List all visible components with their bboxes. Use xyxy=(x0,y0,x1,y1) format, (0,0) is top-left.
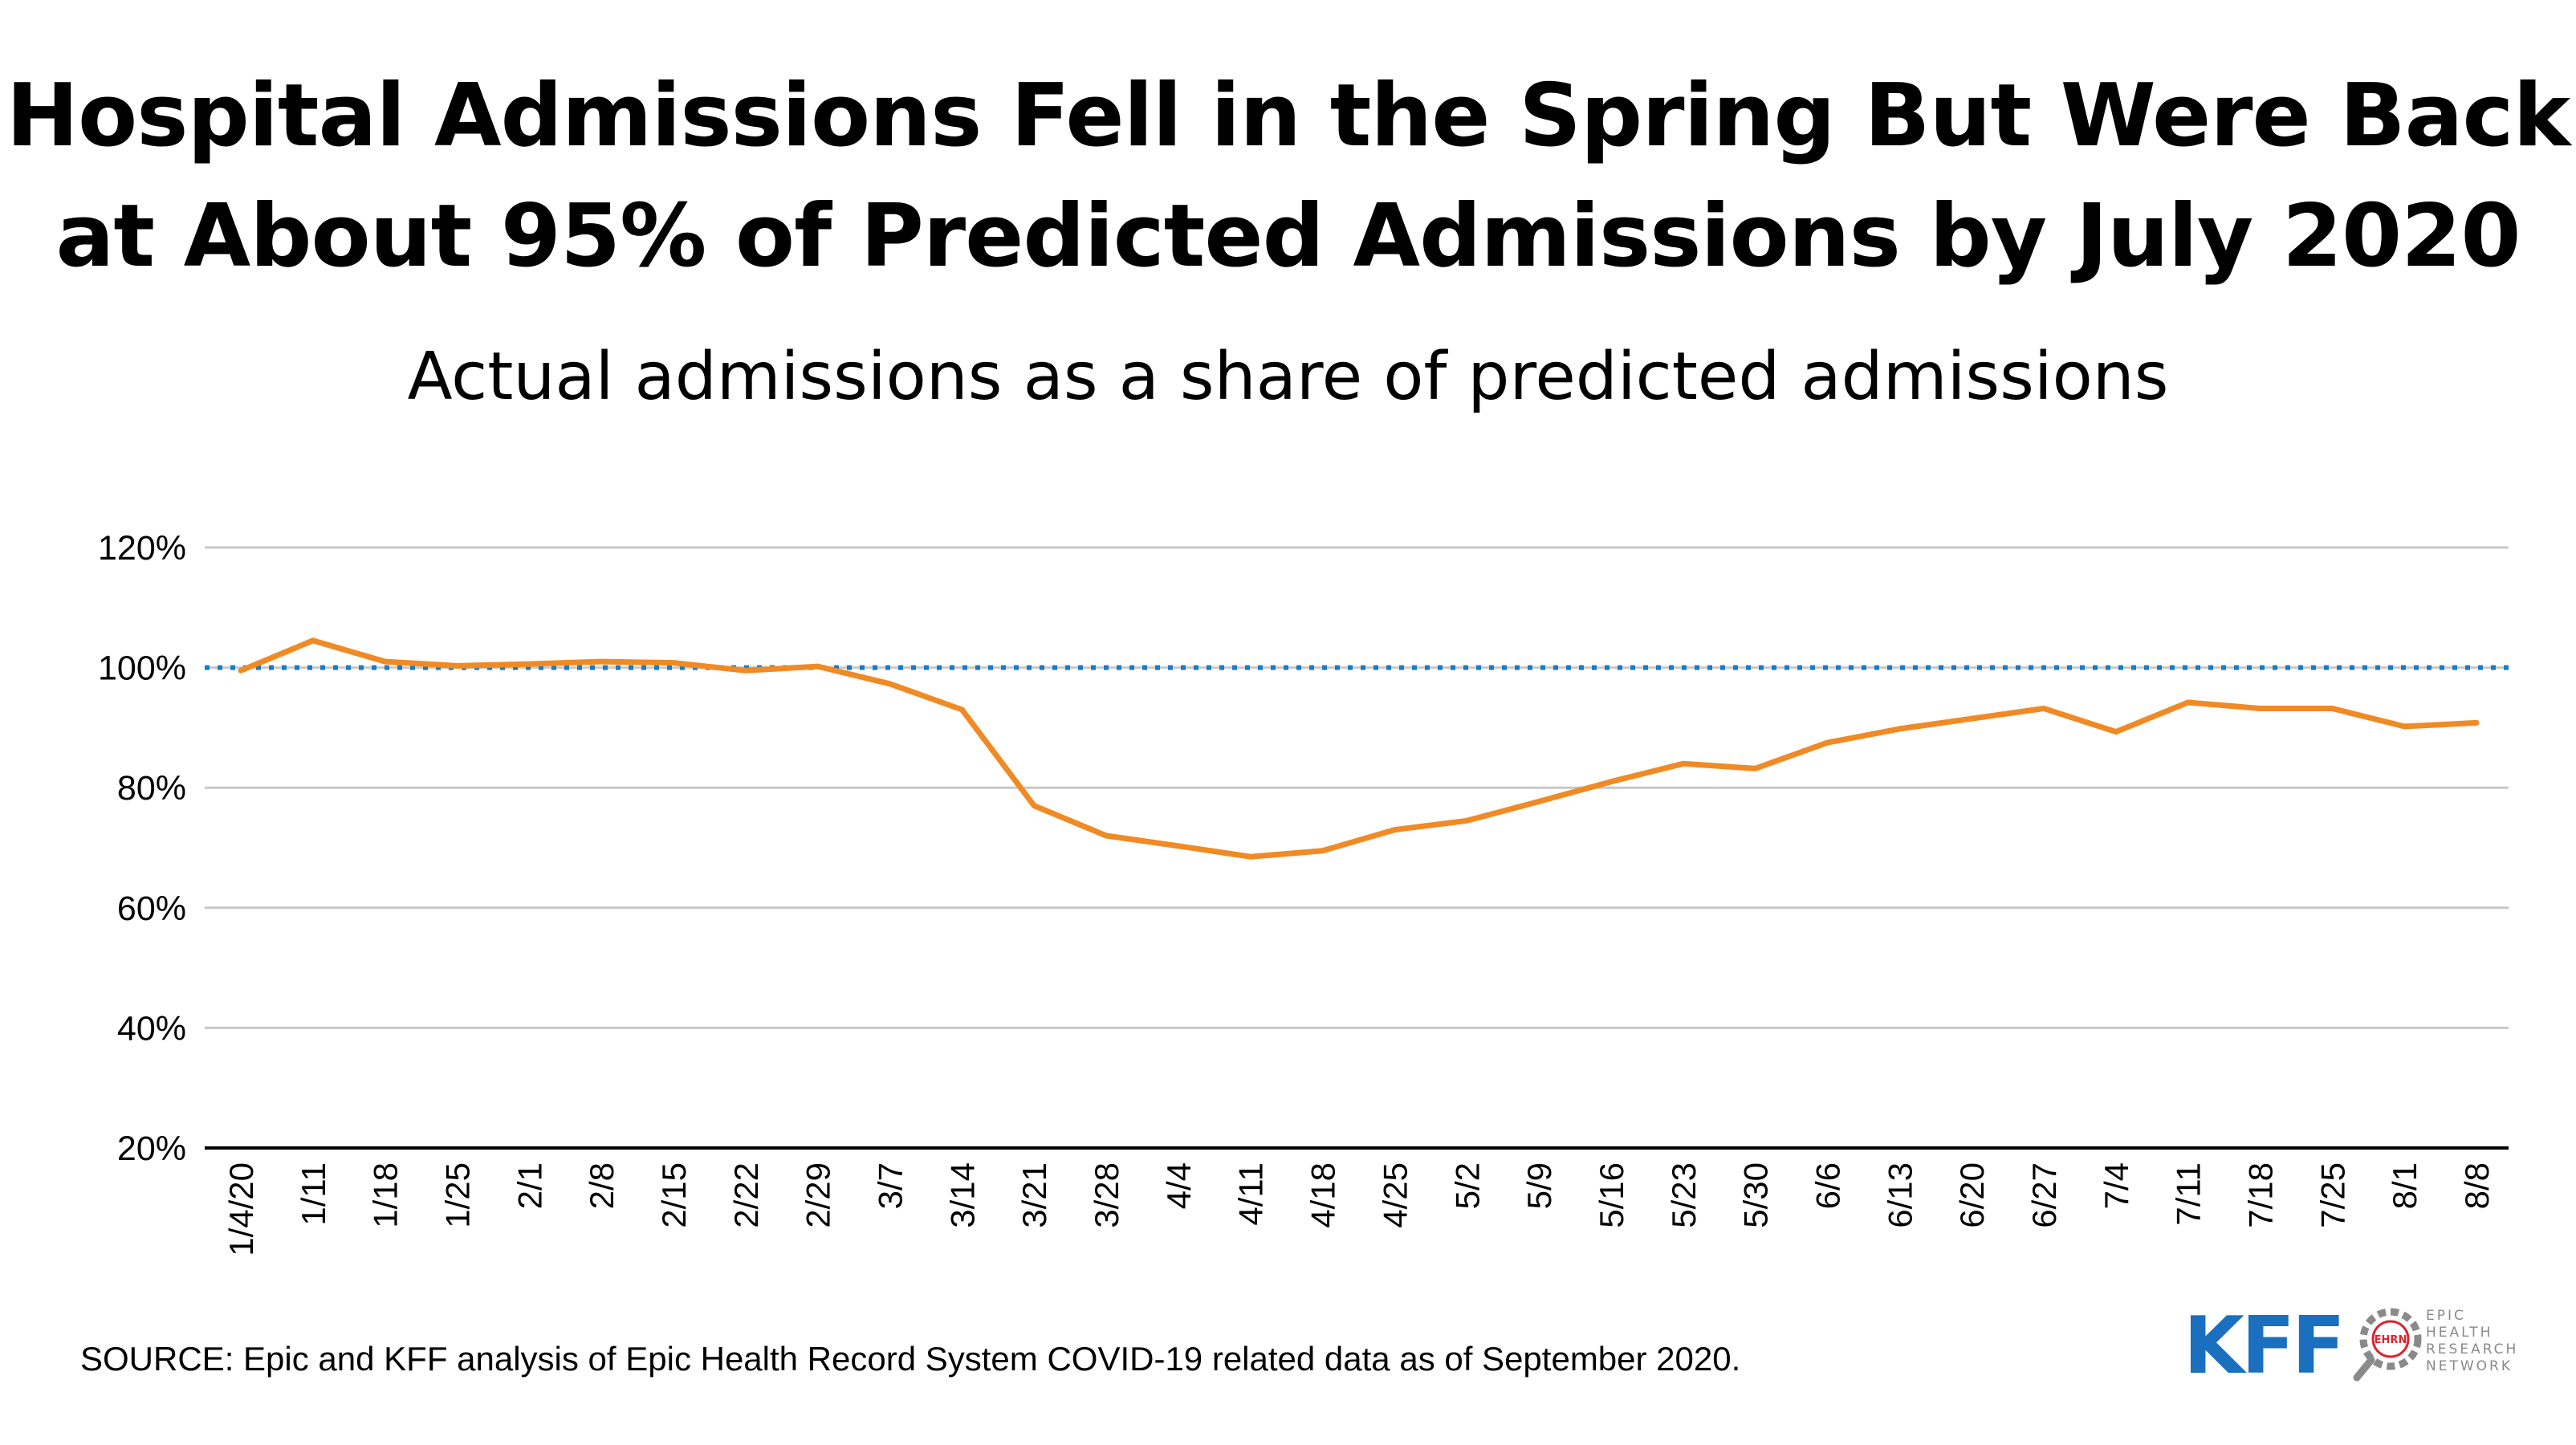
x-tick-label: 1/11 xyxy=(295,1162,332,1226)
epic-text-line-4: NETWORK xyxy=(2426,1358,2513,1374)
y-tick-label: 20% xyxy=(117,1130,186,1168)
data-point xyxy=(1247,854,1253,860)
data-point xyxy=(2041,706,2046,711)
x-tick-label: 5/2 xyxy=(1448,1162,1486,1209)
x-tick-label: 3/28 xyxy=(1088,1162,1125,1228)
data-point xyxy=(2402,723,2407,729)
x-tick-label: 4/4 xyxy=(1160,1162,1198,1209)
magnifier-handle-icon xyxy=(2353,1356,2375,1382)
y-tick-label: 100% xyxy=(98,649,186,688)
data-point xyxy=(887,681,893,686)
data-point xyxy=(2113,729,2118,735)
epic-text-line-1: EPIC xyxy=(2426,1308,2466,1324)
x-tick-label: 7/18 xyxy=(2241,1162,2279,1228)
data-point xyxy=(1680,761,1686,767)
epic-badge-text: EHRN xyxy=(2375,1334,2407,1346)
x-tick-label: 4/11 xyxy=(1232,1162,1270,1226)
data-point xyxy=(2474,720,2479,726)
chart-title: Hospital Admissions Fell in the Spring B… xyxy=(0,56,2576,297)
data-point xyxy=(310,637,315,643)
series-line xyxy=(238,637,2480,860)
x-tick-label: 5/16 xyxy=(1593,1162,1630,1228)
y-tick-label: 120% xyxy=(98,529,186,568)
x-tick-label: 2/22 xyxy=(727,1162,765,1228)
x-tick-label: 8/8 xyxy=(2458,1162,2496,1209)
x-tick-label: 7/25 xyxy=(2314,1162,2351,1228)
data-point xyxy=(671,660,677,666)
data-point xyxy=(382,659,388,665)
gridlines xyxy=(205,546,2509,1029)
x-tick-label: 6/27 xyxy=(2025,1162,2063,1228)
gear-inner-icon xyxy=(2371,1320,2410,1358)
data-point xyxy=(454,663,460,669)
data-point xyxy=(527,661,532,667)
data-point xyxy=(815,664,820,670)
data-point xyxy=(2185,699,2191,705)
x-tick-label: 1/25 xyxy=(439,1162,477,1228)
x-tick-label: 6/6 xyxy=(1809,1162,1846,1209)
x-tick-label: 5/23 xyxy=(1665,1162,1703,1228)
y-axis-tick-labels: 20% 40% 60% 80% 100% 120% xyxy=(98,529,186,1168)
y-tick-label: 80% xyxy=(117,769,186,808)
data-point xyxy=(1464,818,1470,824)
source-note: SOURCE: Epic and KFF analysis of Epic He… xyxy=(80,1340,1741,1378)
data-point xyxy=(1104,833,1109,839)
x-tick-label: 3/21 xyxy=(1015,1162,1053,1228)
y-tick-label: 60% xyxy=(117,889,186,928)
x-tick-label: 4/18 xyxy=(1304,1162,1342,1228)
x-tick-label: 2/15 xyxy=(655,1162,693,1228)
x-axis-tick-labels: 1/4/20 1/11 1/18 1/25 2/1 2/8 2/15 2/22 2/29 3/7 3… xyxy=(222,1162,2496,1256)
data-point xyxy=(1175,843,1181,849)
data-point xyxy=(1969,716,1975,722)
x-tick-label: 7/11 xyxy=(2170,1162,2208,1226)
epic-text-line-2: HEALTH xyxy=(2426,1325,2493,1341)
x-tick-label: 1/4/20 xyxy=(222,1162,260,1256)
x-tick-label: 5/30 xyxy=(1737,1162,1775,1228)
x-tick-label: 4/25 xyxy=(1376,1162,1414,1228)
data-point xyxy=(743,668,748,674)
x-tick-label: 2/1 xyxy=(511,1162,548,1209)
x-tick-label: 8/1 xyxy=(2386,1162,2423,1209)
series-actual-share xyxy=(238,637,2480,860)
data-point xyxy=(1897,726,1902,731)
x-tick-label: 1/18 xyxy=(367,1162,405,1228)
y-tick-label: 40% xyxy=(117,1009,186,1048)
chart-title-line-2: at About 95% of Predicted Admissions by … xyxy=(55,186,2521,287)
epic-health-research-network-logo: EHRN EPIC HEALTH RESEARCH NETWORK xyxy=(2353,1308,2518,1382)
x-tick-label: 3/14 xyxy=(943,1162,981,1228)
data-point xyxy=(1536,799,1542,804)
data-point xyxy=(599,659,604,665)
chart-title-line-1: Hospital Admissions Fell in the Spring B… xyxy=(6,66,2571,166)
data-point xyxy=(1825,740,1830,746)
x-tick-label: 2/29 xyxy=(800,1162,837,1228)
data-point xyxy=(1320,848,1325,853)
x-tick-label: 5/9 xyxy=(1520,1162,1558,1209)
data-point xyxy=(959,706,965,712)
epic-text-line-3: RESEARCH xyxy=(2426,1341,2518,1357)
logos: KFF EHRN EPIC HEALTH RESEARCH NETWORK xyxy=(2183,1300,2518,1389)
kff-logo: KFF xyxy=(2183,1300,2342,1389)
data-point xyxy=(2257,706,2263,711)
x-tick-label: 2/8 xyxy=(583,1162,621,1209)
data-point xyxy=(1032,803,1037,808)
data-point xyxy=(2330,706,2335,711)
data-point xyxy=(238,668,243,674)
data-point xyxy=(1392,827,1398,832)
x-tick-label: 7/4 xyxy=(2098,1162,2135,1209)
x-tick-label: 6/20 xyxy=(1953,1162,1991,1228)
gear-icon xyxy=(2359,1308,2422,1370)
data-point xyxy=(1752,766,1758,771)
data-point xyxy=(1608,779,1614,784)
chart-subtitle: Actual admissions as a share of predicte… xyxy=(407,339,2169,415)
x-tick-label: 3/7 xyxy=(872,1162,910,1209)
x-tick-label: 6/13 xyxy=(1881,1162,1919,1228)
